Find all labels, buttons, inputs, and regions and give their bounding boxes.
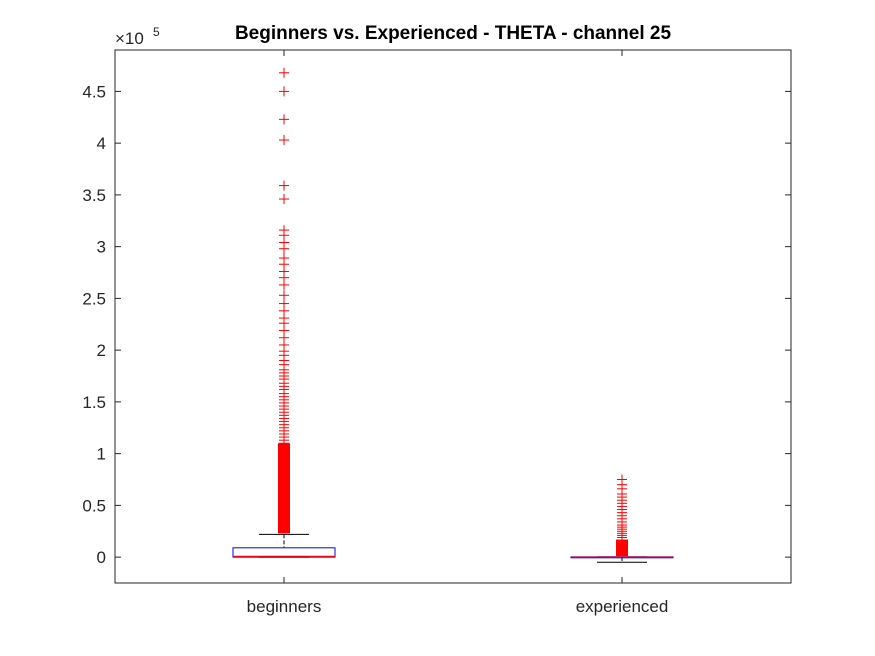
y-tick-label: 1.5 <box>82 393 106 412</box>
y-tick-label: 0 <box>97 548 106 567</box>
x-tick-label: beginners <box>247 597 322 616</box>
y-tick-label: 3.5 <box>82 186 106 205</box>
plot-area-frame <box>114 49 792 584</box>
boxes-layer <box>232 67 674 563</box>
box-beginners <box>232 67 336 558</box>
outlier-dense-band <box>278 443 290 534</box>
y-tick-label: 3 <box>97 238 106 257</box>
y-tick-label: 1 <box>97 445 106 464</box>
y-multiplier-label: ×10 5 <box>115 25 160 48</box>
box-experienced <box>570 474 674 563</box>
x-axis: beginners experienced <box>247 50 669 616</box>
y-tick-label: 2.5 <box>82 289 106 308</box>
x-tick-label: experienced <box>576 597 669 616</box>
y-multiplier-base: ×10 <box>115 29 144 48</box>
y-tick-label: 2 <box>97 341 106 360</box>
y-tick-label: 0.5 <box>82 496 106 515</box>
y-tick-label: 4 <box>97 134 106 153</box>
y-axis: 0 0.5 1 1.5 2 2.5 3 3.5 4 4.5 <box>82 82 791 567</box>
iqr-box <box>232 547 336 558</box>
y-tick-label: 4.5 <box>82 82 106 101</box>
outlier-dense-band <box>616 539 628 557</box>
chart-title: Beginners vs. Experienced - THETA - chan… <box>235 23 672 44</box>
y-multiplier-exponent: 5 <box>153 25 160 39</box>
